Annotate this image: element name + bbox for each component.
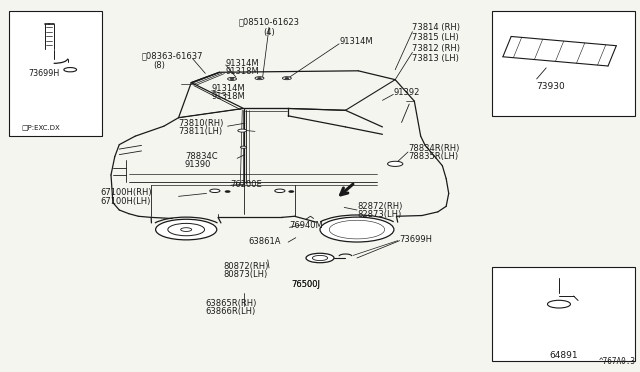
Text: Ⓢ08510-61623: Ⓢ08510-61623 <box>239 17 300 26</box>
Text: 73699H: 73699H <box>399 235 433 244</box>
Bar <box>492 267 636 361</box>
Text: 91318M: 91318M <box>226 67 259 76</box>
Bar <box>492 11 636 116</box>
Bar <box>9 11 102 136</box>
Text: ^767A0.3: ^767A0.3 <box>598 357 636 366</box>
Text: Ⓢ08363-61637: Ⓢ08363-61637 <box>141 52 203 61</box>
Ellipse shape <box>225 191 230 192</box>
Ellipse shape <box>241 146 246 148</box>
Ellipse shape <box>289 191 294 192</box>
Text: 67100H(LH): 67100H(LH) <box>100 197 150 206</box>
Ellipse shape <box>312 256 328 260</box>
Ellipse shape <box>547 300 570 308</box>
Ellipse shape <box>64 68 77 72</box>
Text: 73810(RH): 73810(RH) <box>179 119 224 128</box>
Text: 91318M: 91318M <box>212 92 245 101</box>
Text: 76940M: 76940M <box>289 221 323 230</box>
Ellipse shape <box>255 77 264 80</box>
Ellipse shape <box>238 129 246 132</box>
Text: 91314M: 91314M <box>339 37 372 46</box>
Text: 67100H(RH): 67100H(RH) <box>100 188 152 197</box>
Text: (4): (4) <box>263 28 275 37</box>
Text: 82872(RH): 82872(RH) <box>357 202 403 211</box>
Text: 91390: 91390 <box>185 160 211 170</box>
Ellipse shape <box>230 78 234 80</box>
Text: 82873(LH): 82873(LH) <box>357 210 401 219</box>
Text: 76200E: 76200E <box>231 180 262 189</box>
Ellipse shape <box>350 227 364 232</box>
Ellipse shape <box>257 77 261 79</box>
Text: 63861A: 63861A <box>248 237 281 246</box>
Text: 73814 (RH): 73814 (RH) <box>412 23 460 32</box>
Text: 76500J: 76500J <box>291 280 321 289</box>
Ellipse shape <box>306 253 334 263</box>
Text: 73812 (RH): 73812 (RH) <box>412 44 460 53</box>
Ellipse shape <box>388 161 403 166</box>
Text: (8): (8) <box>153 61 165 70</box>
Text: 73811(LH): 73811(LH) <box>179 127 223 136</box>
Text: 76500J: 76500J <box>291 280 321 289</box>
Text: □P:EXC.DX: □P:EXC.DX <box>22 124 61 130</box>
Text: 73813 (LH): 73813 (LH) <box>412 54 460 63</box>
Text: 78834C: 78834C <box>185 152 218 161</box>
Text: 78835R(LH): 78835R(LH) <box>408 152 458 161</box>
Text: 73699H: 73699H <box>28 69 60 78</box>
Text: 73930: 73930 <box>536 82 565 91</box>
Ellipse shape <box>285 77 289 79</box>
Ellipse shape <box>228 77 237 80</box>
Ellipse shape <box>329 220 385 239</box>
Text: 63865R(RH): 63865R(RH) <box>205 299 257 308</box>
Ellipse shape <box>320 217 394 242</box>
Text: 80872(RH): 80872(RH) <box>223 262 269 271</box>
Text: 91314M: 91314M <box>212 84 245 93</box>
Ellipse shape <box>156 219 217 240</box>
Ellipse shape <box>275 189 285 193</box>
Ellipse shape <box>180 228 192 231</box>
Text: 63866R(LH): 63866R(LH) <box>205 307 255 317</box>
Text: 73815 (LH): 73815 (LH) <box>412 33 459 42</box>
Text: 91392: 91392 <box>394 89 420 97</box>
Ellipse shape <box>168 224 205 236</box>
Text: 78834R(RH): 78834R(RH) <box>408 144 460 153</box>
Text: 64891: 64891 <box>549 351 578 360</box>
Ellipse shape <box>335 222 379 237</box>
Ellipse shape <box>282 77 291 80</box>
Text: 91314M: 91314M <box>226 59 259 68</box>
Ellipse shape <box>210 189 220 193</box>
Text: 80873(LH): 80873(LH) <box>223 270 268 279</box>
